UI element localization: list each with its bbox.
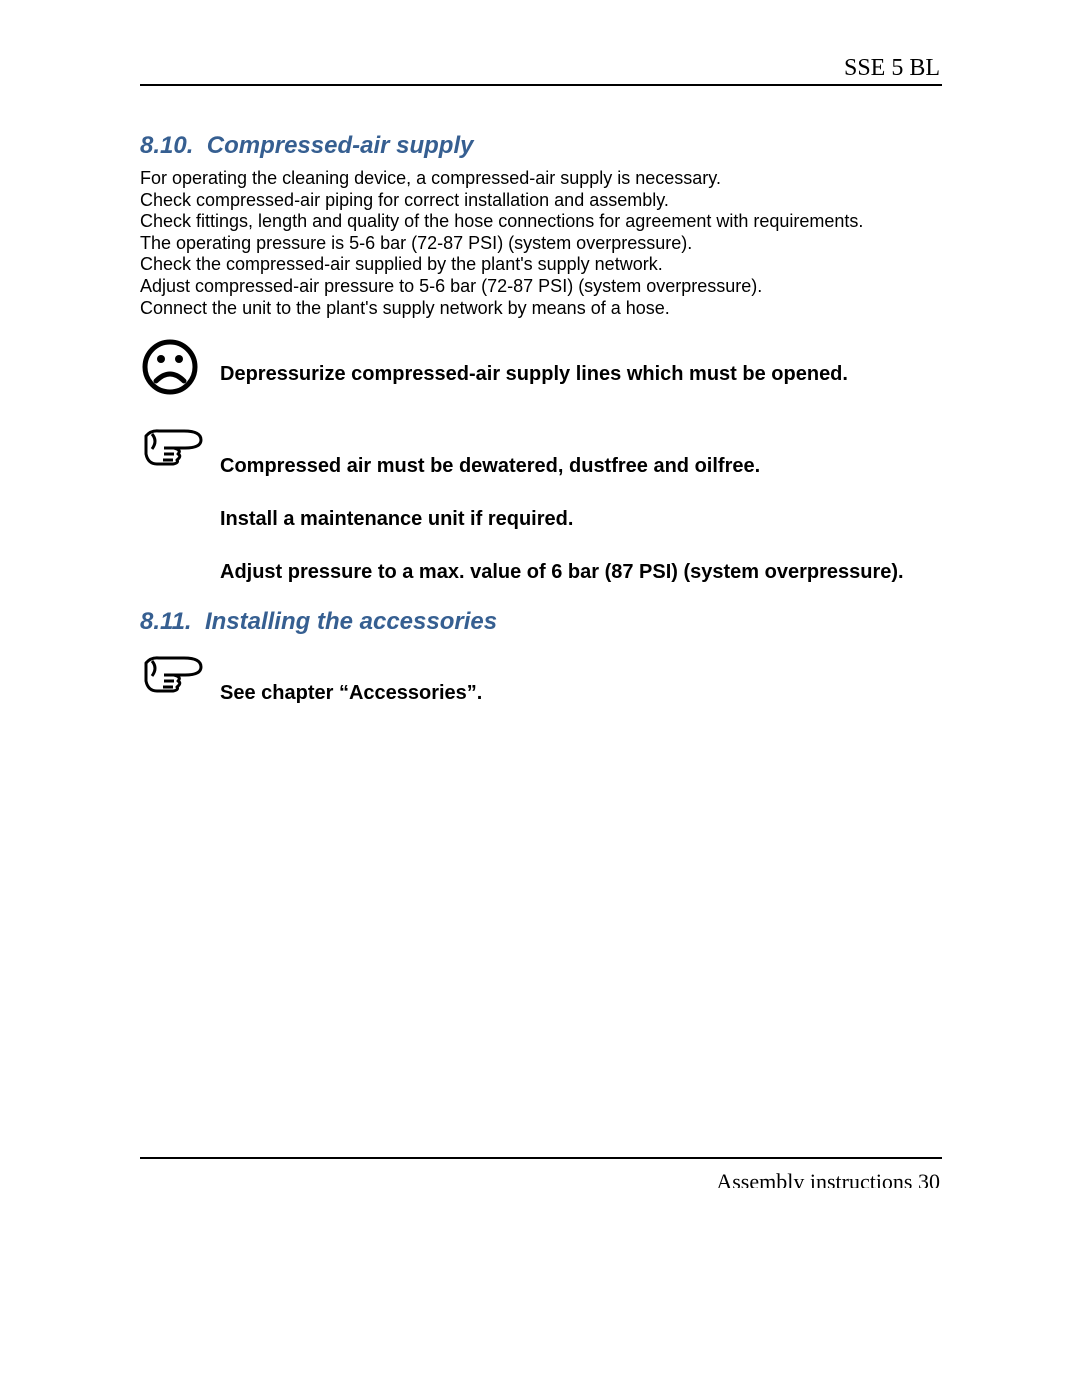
note-2-text: See chapter “Accessories”.	[220, 650, 942, 707]
body-line: For operating the cleaning device, a com…	[140, 168, 942, 190]
note-block: Compressed air must be dewatered, dustfr…	[140, 423, 942, 586]
section-number: 8.10.	[140, 132, 193, 159]
note-paragraph: Install a maintenance unit if required.	[220, 506, 942, 533]
body-content: 8.10. Compressed-air supply For operatin…	[140, 132, 942, 707]
page: SSE 5 BL 8.10. Compressed-air supply For…	[0, 0, 1080, 1397]
sad-face-icon	[140, 337, 220, 397]
bottom-rule	[140, 1157, 942, 1159]
warning-text: Depressurize compressed-air supply lines…	[220, 337, 942, 388]
section-heading-8-10: 8.10. Compressed-air supply	[140, 132, 942, 160]
note-text-group: Compressed air must be dewatered, dustfr…	[220, 423, 942, 586]
body-line: Check fittings, length and quality of th…	[140, 211, 942, 233]
body-line: Check compressed-air piping for correct …	[140, 190, 942, 212]
section-number: 8.11.	[140, 608, 192, 635]
section-8-10-body: For operating the cleaning device, a com…	[140, 168, 942, 319]
note-paragraph: Adjust pressure to a max. value of 6 bar…	[220, 559, 942, 586]
top-rule	[140, 84, 942, 86]
body-line: Connect the unit to the plant's supply n…	[140, 298, 942, 320]
pointing-hand-icon	[140, 650, 220, 694]
section-title-text: Installing the accessories	[205, 608, 497, 635]
note-paragraph: Compressed air must be dewatered, dustfr…	[220, 453, 942, 480]
body-line: Check the compressed-air supplied by the…	[140, 254, 942, 276]
warning-block: Depressurize compressed-air supply lines…	[140, 337, 942, 397]
section-title-text: Compressed-air supply	[207, 132, 474, 159]
body-line: Adjust compressed-air pressure to 5-6 ba…	[140, 276, 942, 298]
footer-text: Assembly instructions 30	[716, 1168, 940, 1188]
section-heading-8-11: 8.11. Installing the accessories	[140, 608, 942, 636]
pointing-hand-icon	[140, 423, 220, 467]
body-line: The operating pressure is 5-6 bar (72-87…	[140, 233, 942, 255]
header-title: SSE 5 BL	[844, 55, 940, 82]
note-block-2: See chapter “Accessories”.	[140, 650, 942, 707]
